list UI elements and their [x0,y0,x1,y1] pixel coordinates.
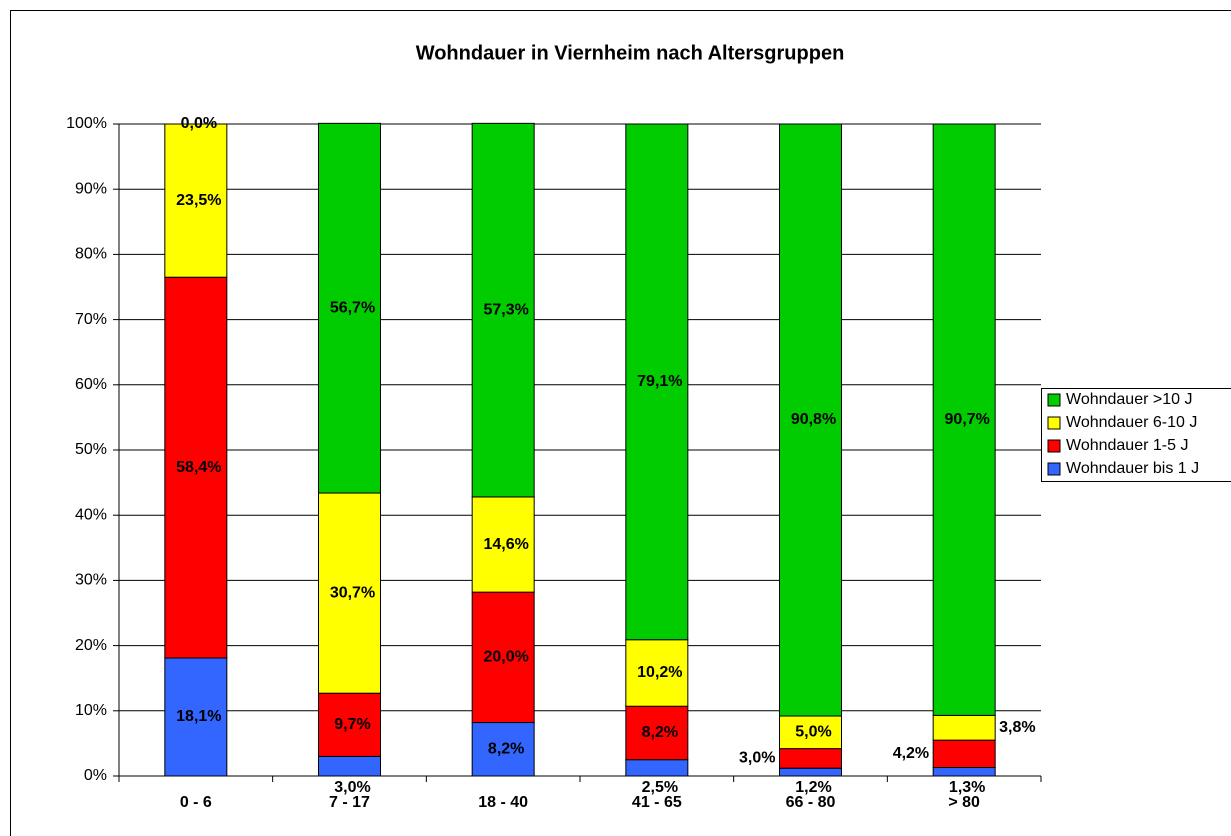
bar-segment [164,657,228,777]
data-label: 56,7% [330,299,375,316]
bar-segment [779,767,842,777]
y-tick-label: 70% [75,311,107,328]
data-label: 10,2% [637,664,682,681]
bar-segment [164,123,228,278]
data-label: 4,2% [893,745,929,762]
data-label: 20,0% [483,649,528,666]
data-label: 0,0% [181,115,217,132]
legend-swatch [1047,462,1061,476]
legend-swatch [1047,439,1061,453]
bar-segment [932,767,996,777]
y-tick-label: 50% [75,441,107,458]
chart-title: Wohndauer in Viernheim nach Altersgruppe… [416,42,845,64]
bar-segment [625,705,689,761]
bar-segment [318,492,381,694]
y-tick-label: 0% [84,767,107,784]
bar-segment [779,748,842,769]
data-label: 2,5% [642,779,678,796]
y-tick-label: 60% [75,376,107,393]
x-tick-label: 7 - 17 [329,794,370,811]
legend-label: Wohndauer 1-5 J [1066,437,1188,454]
y-tick-label: 10% [75,702,107,719]
legend-box [1041,388,1231,482]
y-tick-label: 90% [75,180,107,197]
bar-segment [318,692,381,757]
bar-segment [625,123,689,641]
x-tick-label: 41 - 65 [632,794,682,811]
bar-segment [779,123,842,717]
bar-segment [164,276,228,659]
bar-segment [318,122,381,494]
bar-segment [471,591,535,724]
data-label: 18,1% [176,708,221,725]
data-label: 30,7% [330,584,375,601]
data-label: 1,3% [949,779,985,796]
data-label: 79,1% [637,373,682,390]
bar-segment [471,496,535,593]
y-tick-label: 100% [66,115,107,132]
bar-segment [471,722,535,777]
data-label: 3,0% [334,779,370,796]
data-label: 8,2% [642,724,678,741]
bar-segment [932,739,996,769]
y-tick-label: 80% [75,246,107,263]
bar-segment [932,123,996,716]
data-label: 90,8% [791,411,836,428]
y-tick-label: 20% [75,637,107,654]
y-tick-label: 30% [75,572,107,589]
data-label: 90,7% [944,411,989,428]
data-label: 9,7% [334,716,370,733]
data-label: 14,6% [483,536,528,553]
legend-swatch [1047,416,1061,430]
bar-segment [625,759,689,777]
data-label: 23,5% [176,192,221,209]
bar-segment [471,122,535,498]
bar-segment [625,639,689,707]
y-tick-label: 40% [75,506,107,523]
data-label: 57,3% [483,301,528,318]
data-label: 1,2% [795,779,831,796]
legend-label: Wohndauer >10 J [1066,391,1192,408]
bar-segment [932,714,996,741]
data-label: 3,8% [999,719,1035,736]
x-tick-label: 66 - 80 [786,794,836,811]
x-tick-label: 0 - 6 [180,794,212,811]
bar-segment [318,755,381,777]
data-label: 5,0% [795,724,831,741]
data-label: 3,0% [739,750,775,767]
data-label: 58,4% [176,459,221,476]
legend-swatch [1047,393,1061,407]
data-label: 8,2% [488,740,524,757]
legend-label: Wohndauer bis 1 J [1066,460,1199,477]
x-tick-label: 18 - 40 [478,794,528,811]
legend-label: Wohndauer 6-10 J [1066,414,1197,431]
x-tick-label: > 80 [948,794,980,811]
